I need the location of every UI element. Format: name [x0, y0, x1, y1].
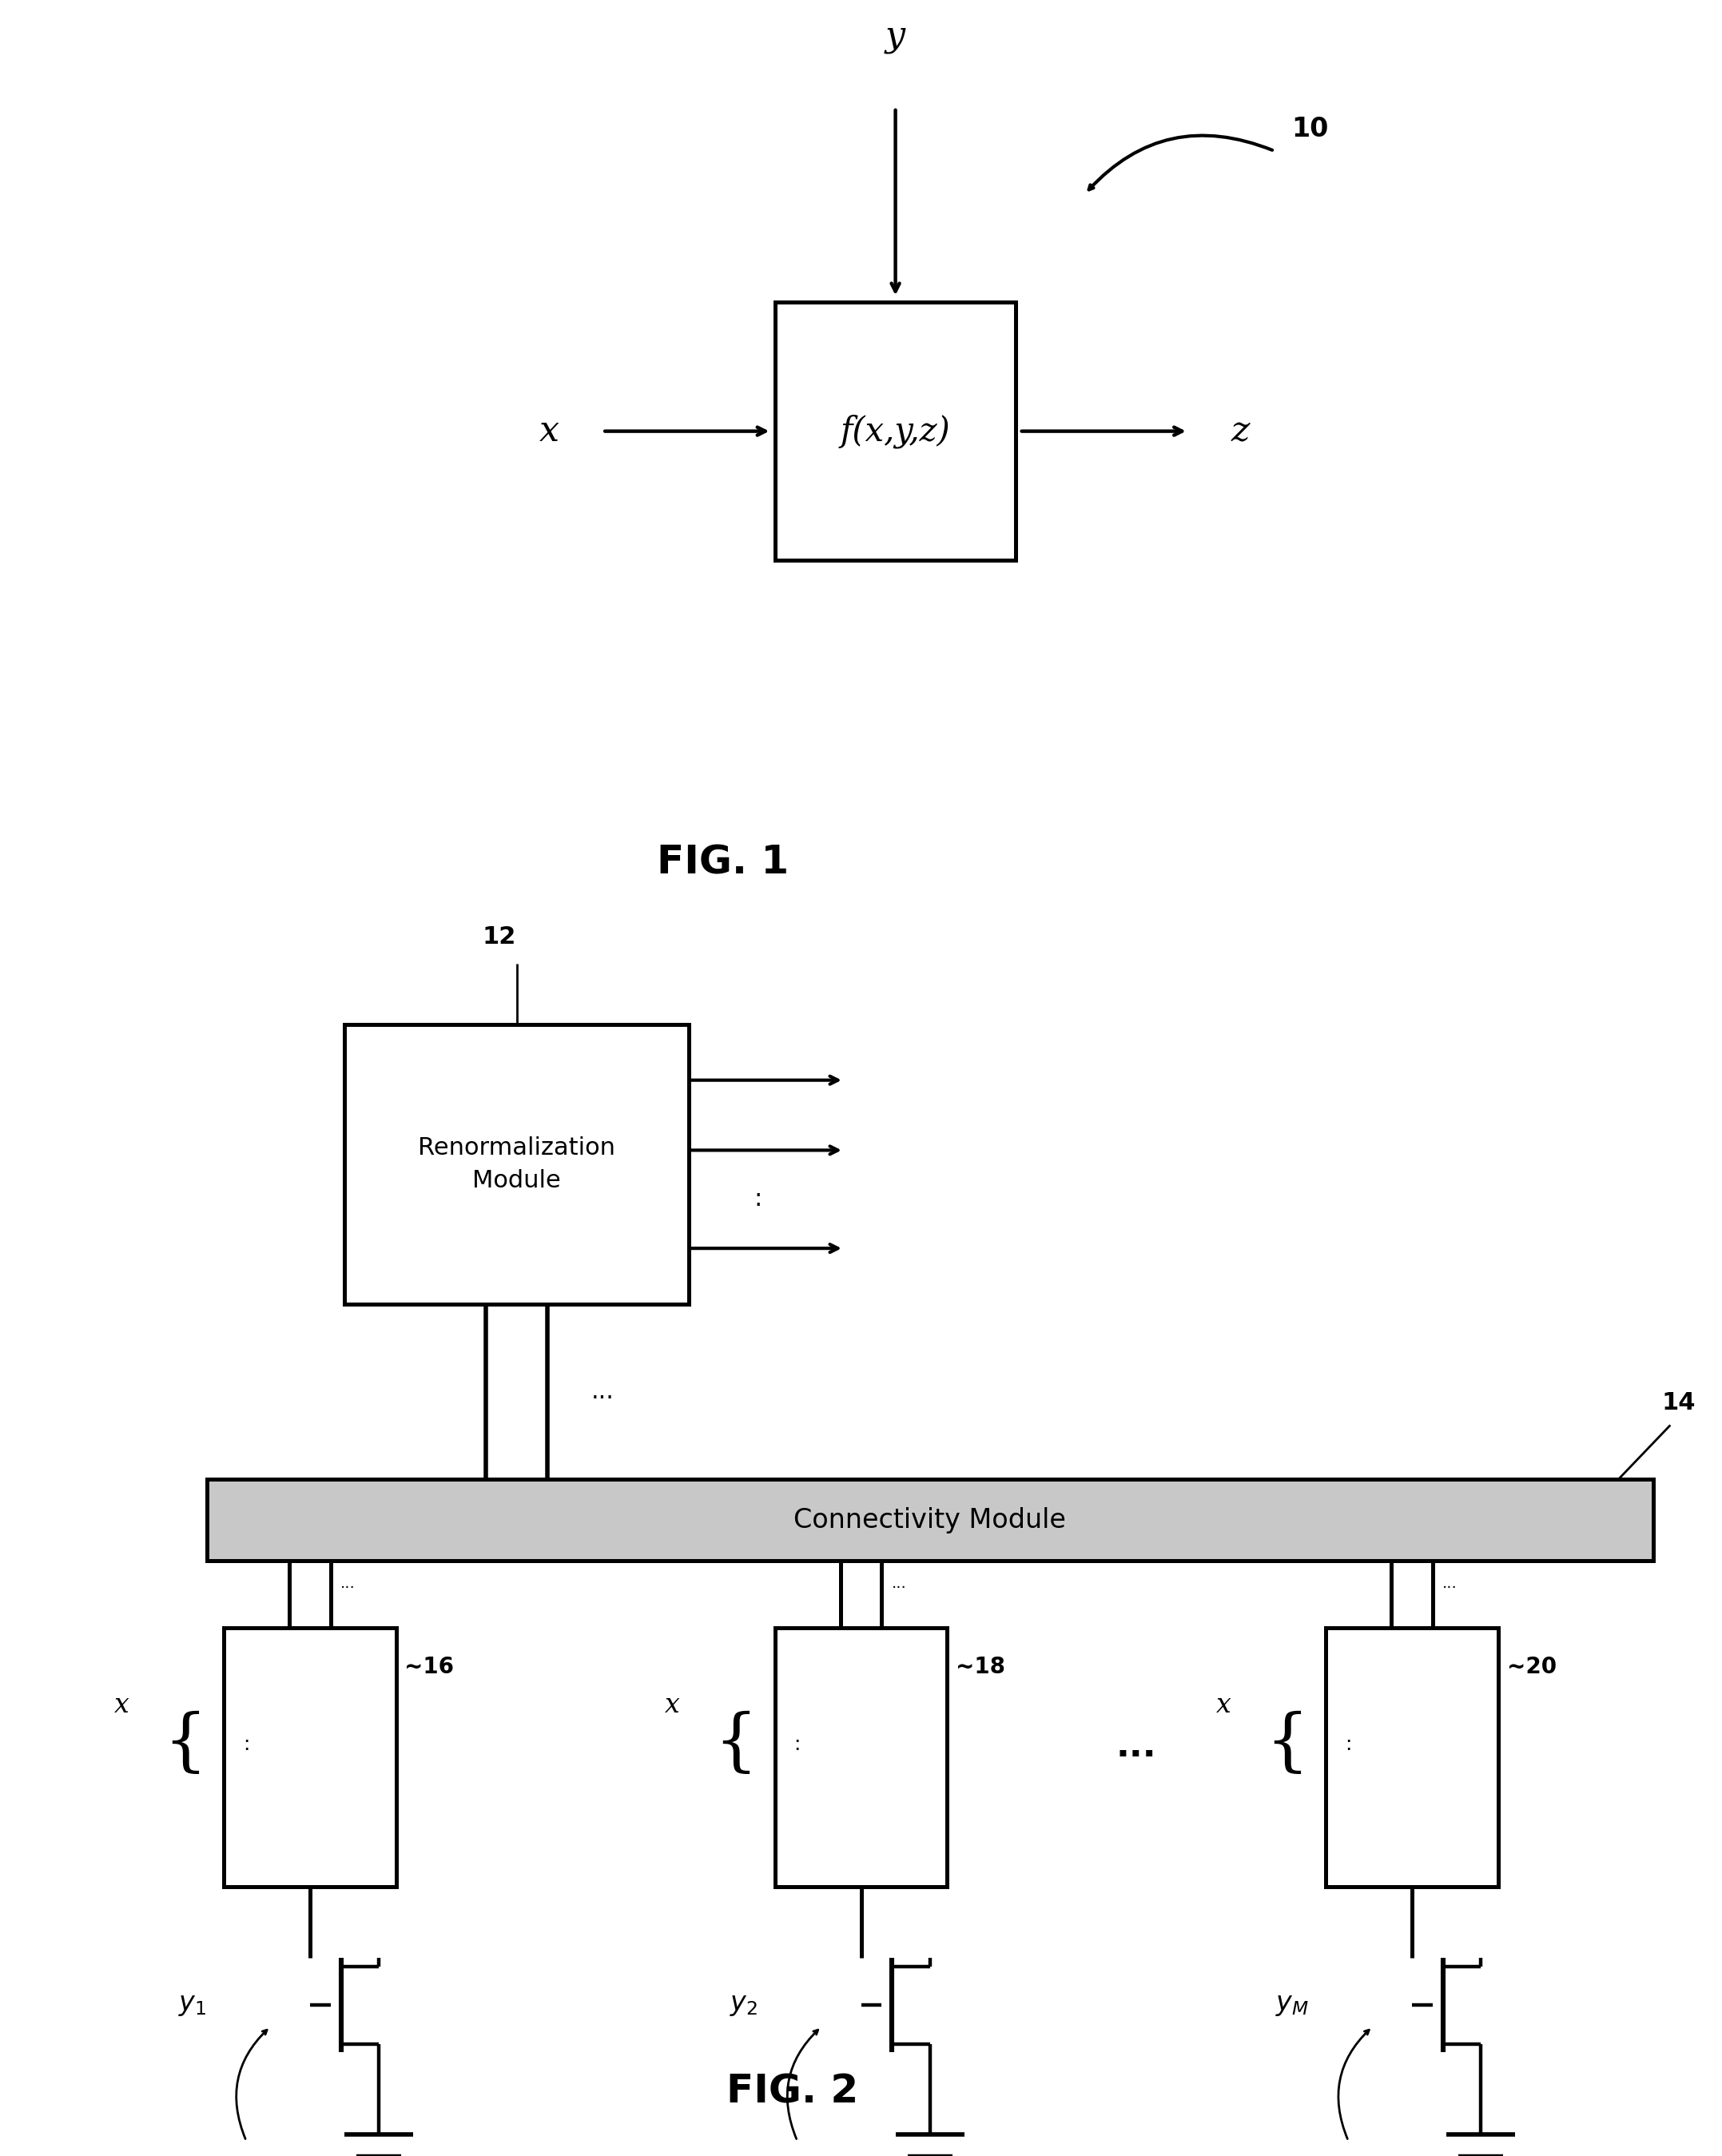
- Bar: [775, 302, 1016, 561]
- Text: Renormalization
Module: Renormalization Module: [418, 1136, 615, 1192]
- Bar: [344, 1024, 689, 1304]
- Text: ...: ...: [591, 1380, 615, 1404]
- Text: 10: 10: [1292, 116, 1329, 142]
- Text: ...: ...: [892, 1576, 906, 1591]
- Text: x: x: [665, 1692, 680, 1718]
- Text: {: {: [715, 1712, 758, 1777]
- Text: x: x: [114, 1692, 129, 1718]
- Text: FIG. 2: FIG. 2: [727, 2072, 858, 2111]
- Text: :: :: [794, 1736, 801, 1753]
- Bar: [207, 1479, 1653, 1561]
- Text: ...: ...: [1116, 1729, 1157, 1764]
- Text: f(x,y,z): f(x,y,z): [840, 414, 951, 448]
- Text: ~20: ~20: [1507, 1656, 1557, 1677]
- Text: {: {: [164, 1712, 207, 1777]
- Bar: [775, 1628, 947, 1886]
- Text: ...: ...: [341, 1576, 355, 1591]
- Text: FIG. 1: FIG. 1: [658, 843, 789, 882]
- Text: y: y: [885, 19, 906, 54]
- Text: ...: ...: [1443, 1576, 1457, 1591]
- Text: 14: 14: [1662, 1391, 1696, 1414]
- Text: :: :: [243, 1736, 250, 1753]
- Text: ~18: ~18: [956, 1656, 1006, 1677]
- Text: Connectivity Module: Connectivity Module: [794, 1507, 1066, 1533]
- Text: {: {: [1266, 1712, 1309, 1777]
- Text: :: :: [754, 1188, 761, 1212]
- Text: $y_2$: $y_2$: [730, 1992, 758, 2018]
- Bar: [224, 1628, 396, 1886]
- Text: :: :: [1345, 1736, 1352, 1753]
- Bar: [1326, 1628, 1498, 1886]
- Text: z: z: [1231, 414, 1250, 448]
- Text: 12: 12: [482, 925, 517, 949]
- Text: x: x: [1216, 1692, 1231, 1718]
- Text: x: x: [539, 414, 560, 448]
- Text: ~16: ~16: [405, 1656, 455, 1677]
- Text: $y_M$: $y_M$: [1274, 1992, 1309, 2018]
- Text: $y_1$: $y_1$: [179, 1992, 207, 2018]
